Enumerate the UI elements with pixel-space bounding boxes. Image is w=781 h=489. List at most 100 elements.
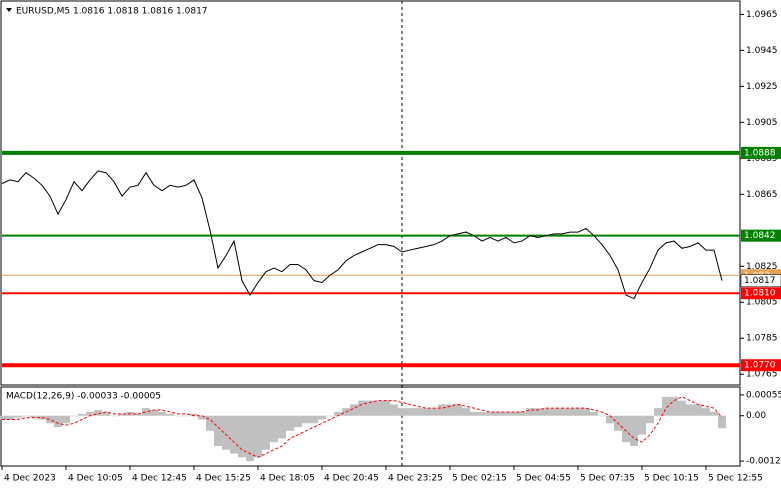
macd-bar [46,415,54,424]
macd-bar [166,413,174,416]
macd-bar [406,408,414,416]
macd-bar [638,415,646,435]
macd-bar [686,404,694,416]
macd-bar [622,415,630,443]
x-tick-label: 4 Dec 2023 [4,474,56,484]
macd-bar [574,408,582,416]
macd-bar [382,400,390,416]
macd-bar [438,404,446,416]
x-tick-label: 4 Dec 15:25 [196,474,251,484]
macd-bar [150,410,158,416]
macd-bar [334,411,342,416]
macd-bar [430,408,438,416]
macd-bar [222,415,230,450]
macd-bar [494,411,502,416]
x-tick-label: 4 Dec 12:45 [132,474,187,484]
macd-bar [518,411,526,416]
macd-bar [366,400,374,416]
macd-bar [526,408,534,416]
macd-bar [446,404,454,416]
macd-bar [22,415,30,417]
x-tick-label: 5 Dec 02:15 [452,474,507,484]
macd-bar [678,400,686,416]
macd-bar [286,415,294,431]
macd-bar [86,411,94,416]
chart-title: EURUSD,M5 1.0816 1.0818 1.0816 1.0817 [16,7,208,17]
macd-bar [118,413,126,416]
macd-bar [78,413,86,416]
level-label-box [741,287,781,300]
macd-bar [398,408,406,416]
macd-bar [302,415,310,424]
macd-bar [390,404,398,416]
x-tick-label: 5 Dec 04:55 [516,474,571,484]
y-tick-label: 1.0945 [746,46,778,56]
macd-bar [102,411,110,416]
x-tick-label: 5 Dec 12:55 [708,474,763,484]
macd-bar [374,400,382,416]
macd-bar [702,408,710,416]
macd-panel [0,386,741,467]
macd-bar [190,413,198,416]
macd-bar [670,396,678,416]
macd-bar [598,415,606,417]
macd-bar [502,411,510,416]
macd-bar [198,415,206,420]
macd-bar [510,411,518,416]
macd-bar [246,415,254,462]
macd-bar [270,415,278,443]
signal-line [2,396,723,458]
macd-bar [294,415,302,428]
level-label-box [741,229,781,242]
x-tick-label: 5 Dec 07:35 [580,474,635,484]
macd-bar [70,415,78,417]
macd-bar [310,415,318,424]
macd-bar [318,415,326,420]
macd-bar [62,415,70,424]
macd-bar [710,411,718,416]
macd-bar [142,408,150,416]
macd-bar [206,415,214,431]
macd-bar [214,415,222,446]
macd-bar [94,410,102,416]
macd-bar [350,404,358,416]
y-tick-label: 1.0925 [746,82,778,92]
macd-bar [262,415,270,450]
x-tick-label: 4 Dec 10:05 [68,474,123,484]
price-panel [0,0,741,386]
macd-bar [654,408,662,416]
macd-bar [590,411,598,416]
y-tick-label: 1.0905 [746,118,778,128]
x-tick-label: 4 Dec 18:05 [260,474,315,484]
y-tick-label: 1.0765 [746,370,778,380]
macd-bar [606,415,614,424]
macd-bar [110,415,118,417]
level-label: 1.0842 [744,231,776,241]
macd-bar [182,415,190,417]
level-label: 1.0888 [744,148,776,158]
macd-bar [718,415,726,429]
price-line [1,170,723,300]
y-tick-label: 0.00 [746,411,766,421]
macd-bar [30,415,38,418]
macd-bar [414,408,422,416]
y-tick-label: 1.0825 [746,262,778,272]
y-tick-label: 0.00055 [746,390,781,400]
macd-bar [0,415,6,420]
macd-bar [558,408,566,416]
level-label: 1.0770 [744,361,776,371]
macd-bar [566,408,574,416]
macd-bar [662,396,670,416]
macd-bar [14,415,22,418]
x-tick-label: 4 Dec 20:45 [324,474,379,484]
macd-bar [422,408,430,416]
y-tick-label: -0.0012 [746,457,781,467]
macd-bar [470,411,478,416]
macd-bar [646,415,654,424]
macd-bar [54,415,62,428]
y-tick-label: 1.0785 [746,334,778,344]
macd-bar [238,415,246,458]
level-label-box [741,359,781,372]
macd-bar [158,411,166,416]
y-tick-label: 1.0865 [746,190,778,200]
